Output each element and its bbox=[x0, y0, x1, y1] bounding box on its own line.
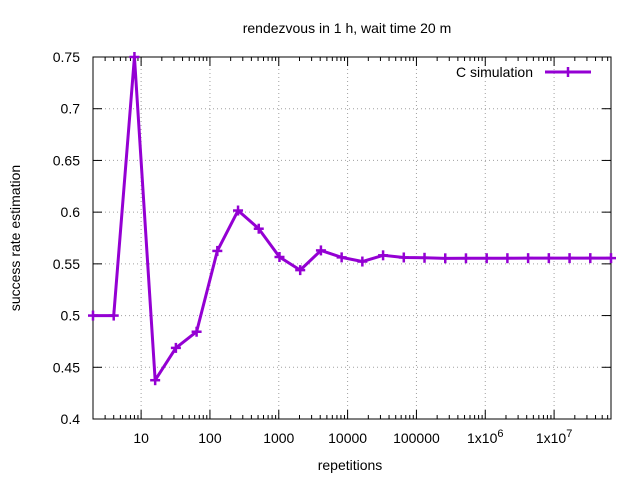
data-point bbox=[108, 310, 119, 321]
data-point bbox=[460, 253, 471, 264]
legend-label-c-simulation: C simulation bbox=[456, 64, 533, 80]
data-point bbox=[440, 253, 451, 264]
data-point bbox=[606, 253, 616, 264]
y-tick-label: 0.6 bbox=[61, 204, 81, 220]
data-point bbox=[336, 252, 347, 263]
data-point bbox=[170, 342, 181, 353]
data-point bbox=[315, 245, 326, 256]
x-tick-label: 1x107 bbox=[536, 428, 572, 446]
y-tick-label: 0.45 bbox=[53, 359, 80, 375]
y-axis-title: success rate estimation bbox=[7, 165, 23, 311]
x-tick-label: 10 bbox=[133, 430, 149, 446]
data-point bbox=[88, 310, 98, 321]
data-point bbox=[191, 326, 202, 337]
data-point bbox=[129, 52, 140, 62]
axis-ticks bbox=[92, 56, 611, 420]
data-point bbox=[419, 252, 430, 263]
data-point bbox=[233, 205, 244, 216]
series-layer bbox=[88, 52, 616, 386]
data-point bbox=[274, 251, 285, 262]
legend: C simulation bbox=[456, 64, 591, 80]
data-point bbox=[212, 245, 223, 256]
data-point bbox=[502, 253, 513, 264]
x-tick-label: 100000 bbox=[393, 430, 440, 446]
data-point bbox=[295, 265, 306, 276]
x-tick-label: 1x106 bbox=[467, 428, 503, 446]
y-tick-label: 0.4 bbox=[61, 411, 81, 427]
data-point bbox=[481, 253, 492, 264]
chart-title: rendezvous in 1 h, wait time 20 m bbox=[243, 20, 452, 36]
legend-marker bbox=[563, 67, 573, 77]
data-point bbox=[398, 252, 409, 263]
y-tick-label: 0.75 bbox=[53, 49, 80, 65]
y-tick-label: 0.65 bbox=[53, 152, 80, 168]
data-point bbox=[543, 253, 554, 264]
series-line bbox=[93, 55, 611, 382]
x-tick-label: 100 bbox=[198, 430, 222, 446]
data-point bbox=[253, 223, 264, 234]
x-axis-title: repetitions bbox=[318, 457, 383, 473]
y-tick-labels: 0.4 0.45 0.5 0.55 0.6 0.65 0.7 0.75 bbox=[53, 49, 80, 427]
x-tick-labels: 10 100 1000 10000 100000 1x106 1x107 bbox=[133, 428, 572, 446]
data-point bbox=[564, 253, 575, 264]
grid bbox=[93, 57, 611, 419]
x-tick-label: 1000 bbox=[263, 430, 294, 446]
data-point bbox=[357, 256, 368, 267]
data-point bbox=[150, 375, 161, 386]
x-tick-label: 10000 bbox=[328, 430, 367, 446]
data-point bbox=[585, 253, 596, 264]
data-point bbox=[523, 253, 534, 264]
y-tick-label: 0.5 bbox=[61, 308, 81, 324]
y-tick-label: 0.7 bbox=[61, 101, 81, 117]
plot-frame bbox=[92, 56, 612, 420]
data-point bbox=[378, 250, 389, 261]
y-tick-label: 0.55 bbox=[53, 256, 80, 272]
